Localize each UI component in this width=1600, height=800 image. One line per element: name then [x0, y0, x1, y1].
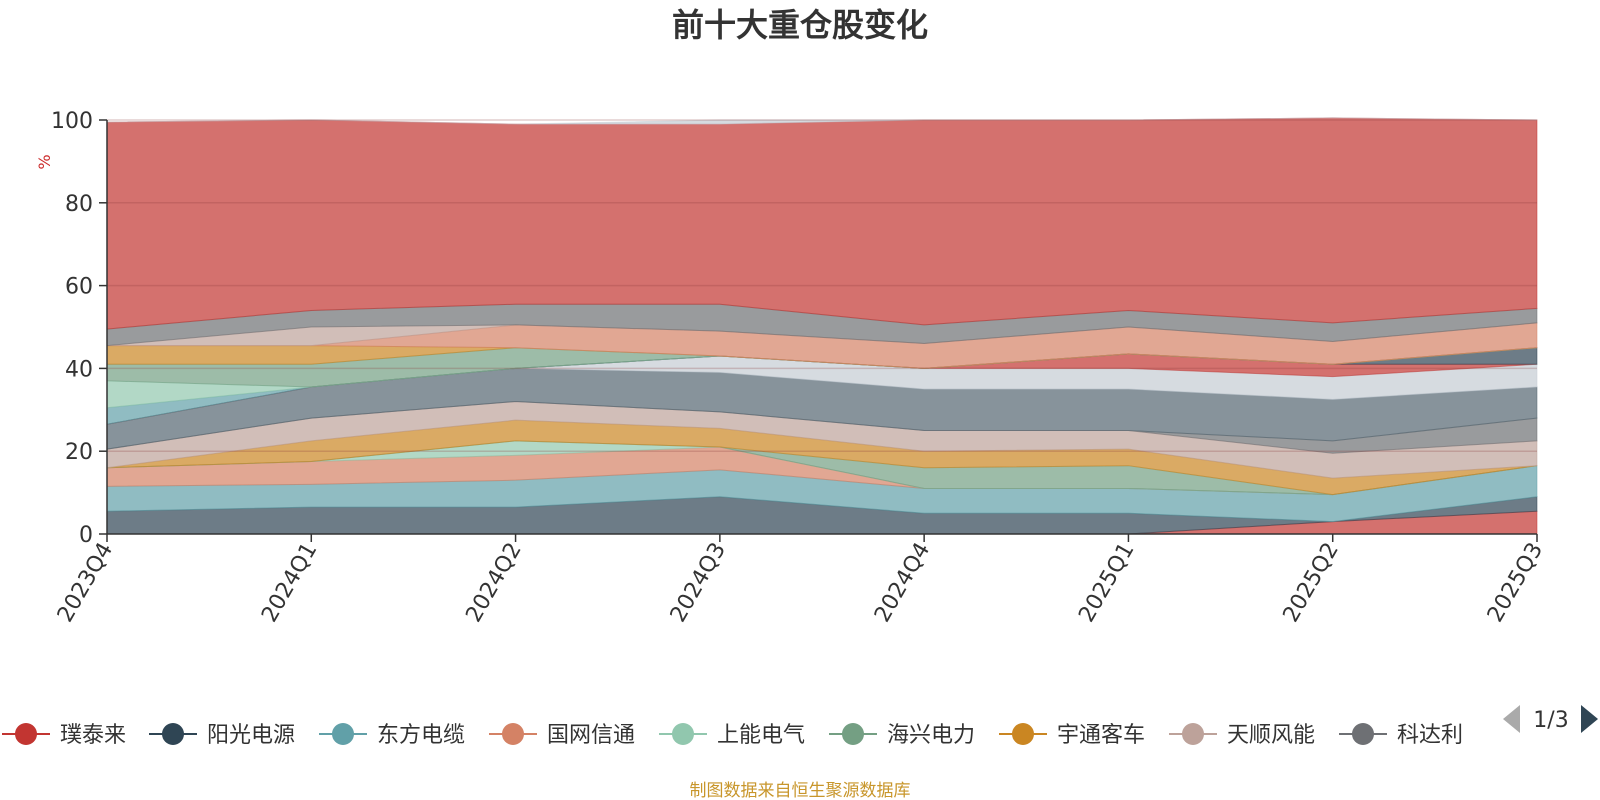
legend-marker-0: [15, 723, 37, 745]
legend-marker-1: [162, 723, 184, 745]
legend-item-0[interactable]: 璞泰来: [2, 723, 126, 748]
y-axis-unit-label: %: [35, 154, 54, 169]
legend-item-1[interactable]: 阳光电源: [149, 723, 295, 748]
legend-marker-3: [502, 723, 524, 745]
legend-label-7: 天顺风能: [1227, 723, 1315, 748]
x-tick-label-2: 2024Q2: [461, 539, 526, 627]
grid-lines: [107, 119, 1537, 452]
legend-item-3[interactable]: 国网信通: [489, 723, 635, 748]
legend-item-7[interactable]: 天顺风能: [1169, 723, 1315, 748]
y-axis-ticks: 0 20 40 60 80 100: [51, 109, 107, 548]
x-tick-label-1: 2024Q1: [257, 539, 322, 627]
legend-marker-6: [1012, 723, 1034, 745]
x-tick-label-0: 2023Q4: [53, 539, 118, 627]
legend-label-4: 上能电气: [717, 723, 805, 748]
legend-item-5[interactable]: 海兴电力: [829, 723, 975, 748]
triangle-left-icon[interactable]: [1503, 705, 1520, 733]
legend-marker-2: [332, 723, 354, 745]
x-tick-label-7: 2025Q3: [1483, 539, 1548, 627]
x-tick-label-4: 2024Q4: [870, 539, 935, 627]
legend-label-6: 宇通客车: [1057, 723, 1145, 748]
triangle-right-icon[interactable]: [1581, 705, 1598, 733]
legend-marker-8: [1352, 723, 1374, 745]
legend-item-2[interactable]: 东方电缆: [319, 723, 465, 748]
y-tick-label-5: 100: [51, 109, 93, 134]
legend: 璞泰来 阳光电源 东方电缆 国网信通 上能电气 海兴电力 宇通客车 天顺风能 科达利: [2, 723, 1463, 748]
y-tick-label-3: 60: [65, 275, 93, 300]
x-tick-label-5: 2025Q1: [1074, 539, 1139, 627]
legend-label-1: 阳光电源: [207, 723, 295, 748]
axes: [106, 120, 1537, 535]
x-axis-ticks: 2023Q4 2024Q1 2024Q2 2024Q3 2024Q4 2025Q1 2025…: [53, 534, 1548, 627]
legend-item-6[interactable]: 宇通客车: [999, 723, 1145, 748]
y-tick-label-1: 20: [65, 440, 93, 465]
plot-area-layers: [106, 117, 1538, 535]
legend-marker-5: [842, 723, 864, 745]
legend-label-2: 东方电缆: [377, 723, 465, 748]
x-tick-label-6: 2025Q2: [1279, 539, 1344, 627]
legend-page-indicator: 1/3: [1533, 708, 1568, 733]
area-series-20: [106, 117, 1538, 330]
x-tick-label-3: 2024Q3: [666, 539, 731, 627]
legend-label-5: 海兴电力: [887, 723, 975, 748]
y-tick-label-2: 40: [65, 357, 93, 382]
legend-label-8: 科达利: [1397, 723, 1463, 748]
legend-item-8[interactable]: 科达利: [1339, 723, 1463, 748]
legend-label-3: 国网信通: [547, 723, 635, 748]
legend-item-4[interactable]: 上能电气: [659, 723, 805, 748]
chart-title: 前十大重仓股变化: [672, 6, 928, 44]
legend-marker-4: [672, 723, 694, 745]
legend-pager: 1/3: [1503, 705, 1598, 733]
y-tick-label-4: 80: [65, 192, 93, 217]
y-tick-label-0: 0: [79, 523, 93, 548]
legend-marker-7: [1182, 723, 1204, 745]
legend-label-0: 璞泰来: [60, 723, 126, 748]
data-source-note: 制图数据来自恒生聚源数据库: [690, 781, 911, 800]
area-series-21: [106, 117, 1538, 125]
